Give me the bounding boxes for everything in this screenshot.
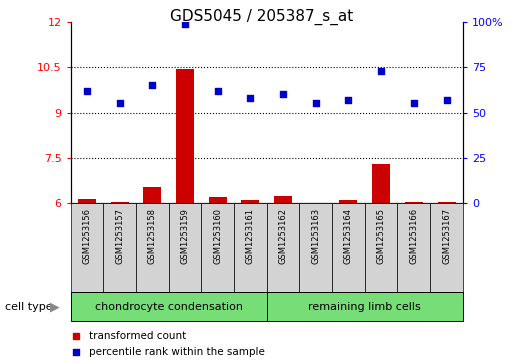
- Point: [246, 95, 255, 101]
- Point: [116, 101, 124, 106]
- Text: GSM1253161: GSM1253161: [246, 208, 255, 264]
- Bar: [71, 203, 104, 292]
- Text: chondrocyte condensation: chondrocyte condensation: [95, 302, 243, 312]
- Bar: [397, 203, 430, 292]
- Bar: [339, 200, 357, 203]
- Bar: [234, 203, 267, 292]
- Bar: [299, 203, 332, 292]
- Text: GSM1253159: GSM1253159: [180, 208, 189, 264]
- Bar: [372, 164, 390, 203]
- Bar: [267, 292, 463, 321]
- Point: [312, 101, 320, 106]
- Bar: [111, 202, 129, 203]
- Text: cell type: cell type: [5, 302, 53, 312]
- Text: GSM1253160: GSM1253160: [213, 208, 222, 264]
- Text: remaining limb cells: remaining limb cells: [309, 302, 421, 312]
- Text: GSM1253165: GSM1253165: [377, 208, 385, 264]
- Bar: [168, 203, 201, 292]
- Point: [377, 68, 385, 74]
- Text: transformed count: transformed count: [89, 331, 186, 341]
- Bar: [332, 203, 365, 292]
- Text: GSM1253164: GSM1253164: [344, 208, 353, 264]
- Bar: [136, 203, 168, 292]
- Point: [181, 21, 189, 26]
- Text: ▶: ▶: [50, 300, 60, 313]
- Text: GSM1253163: GSM1253163: [311, 208, 320, 264]
- Text: GSM1253156: GSM1253156: [83, 208, 92, 264]
- Bar: [430, 203, 463, 292]
- Point: [344, 97, 353, 103]
- Text: GSM1253157: GSM1253157: [115, 208, 124, 264]
- Text: GSM1253162: GSM1253162: [279, 208, 288, 264]
- Bar: [71, 292, 267, 321]
- Text: GSM1253158: GSM1253158: [148, 208, 157, 264]
- Bar: [274, 196, 292, 203]
- Bar: [143, 187, 161, 203]
- Point: [83, 88, 91, 94]
- Bar: [209, 197, 226, 203]
- Bar: [405, 202, 423, 203]
- Bar: [365, 203, 397, 292]
- Text: GSM1253166: GSM1253166: [410, 208, 418, 264]
- Text: GSM1253167: GSM1253167: [442, 208, 451, 264]
- Bar: [201, 203, 234, 292]
- Bar: [176, 69, 194, 203]
- Bar: [104, 203, 136, 292]
- Bar: [242, 200, 259, 203]
- Point: [279, 91, 287, 97]
- Point: [72, 333, 80, 339]
- Text: GDS5045 / 205387_s_at: GDS5045 / 205387_s_at: [170, 9, 353, 25]
- Point: [148, 82, 156, 88]
- Point: [442, 97, 451, 103]
- Text: percentile rank within the sample: percentile rank within the sample: [89, 347, 265, 357]
- Bar: [78, 199, 96, 203]
- Point: [410, 101, 418, 106]
- Point: [213, 88, 222, 94]
- Bar: [267, 203, 299, 292]
- Point: [72, 349, 80, 355]
- Bar: [438, 202, 456, 203]
